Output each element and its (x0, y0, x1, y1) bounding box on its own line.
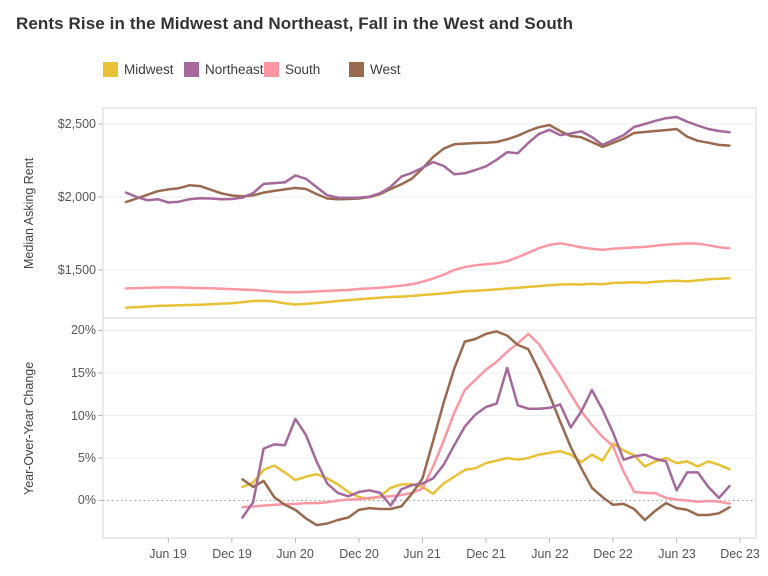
line-midwest-yoy[interactable] (241, 442, 731, 501)
line-midwest-rent[interactable] (124, 277, 731, 309)
xtick-jun23: Jun 23 (658, 547, 696, 561)
rent-axis-title: Median Asking Rent (22, 157, 36, 269)
yoy-axis-title: Year-Over-Year Change (22, 361, 36, 495)
xtick-jun20: Jun 20 (276, 547, 314, 561)
legend-item-northeast[interactable]: Northeast (184, 62, 264, 77)
rent-ytick-1500: $1,500 (57, 263, 96, 277)
line-south-yoy[interactable] (241, 332, 731, 509)
xtick-jun22: Jun 22 (531, 547, 569, 561)
midwest-swatch-icon (103, 62, 118, 77)
yoy-ytick-0: 0% (77, 493, 96, 507)
south-swatch-icon (264, 62, 279, 77)
xtick-jun19: Jun 19 (149, 547, 187, 561)
line-northeast-rent[interactable] (124, 115, 731, 204)
plot-border (102, 107, 757, 539)
yoy-ytick-20: 20% (70, 323, 96, 337)
xtick-dec20: Dec 20 (339, 547, 379, 561)
xtick-dec21: Dec 21 (466, 547, 506, 561)
chart-title: Rents Rise in the Midwest and Northeast,… (16, 14, 574, 33)
line-northeast-yoy[interactable] (241, 366, 731, 519)
xtick-jun21: Jun 21 (403, 547, 441, 561)
legend-label-northeast: Northeast (205, 62, 264, 77)
line-south-rent[interactable] (124, 242, 731, 294)
xtick-dec19: Dec 19 (212, 547, 252, 561)
northeast-swatch-icon (184, 62, 199, 77)
rent-ytick-2500: $2,500 (57, 117, 96, 131)
rent-ytick-2000: $2,000 (57, 190, 96, 204)
legend-label-south: South (285, 62, 321, 77)
legend-item-west[interactable]: West (349, 62, 401, 77)
line-west-yoy[interactable] (241, 330, 731, 527)
yoy-ytick-15: 15% (70, 366, 96, 380)
legend-item-south[interactable]: South (264, 62, 320, 77)
xtick-dec22: Dec 22 (593, 547, 633, 561)
legend-label-midwest: Midwest (124, 62, 174, 77)
yoy-ytick-10: 10% (70, 409, 96, 423)
yoy-ytick-5: 5% (77, 451, 96, 465)
xtick-dec23: Dec 23 (720, 547, 760, 561)
legend-item-midwest[interactable]: Midwest (103, 62, 174, 77)
legend-label-west: West (370, 62, 401, 77)
line-west-rent[interactable] (124, 123, 731, 204)
west-swatch-icon (349, 62, 364, 77)
